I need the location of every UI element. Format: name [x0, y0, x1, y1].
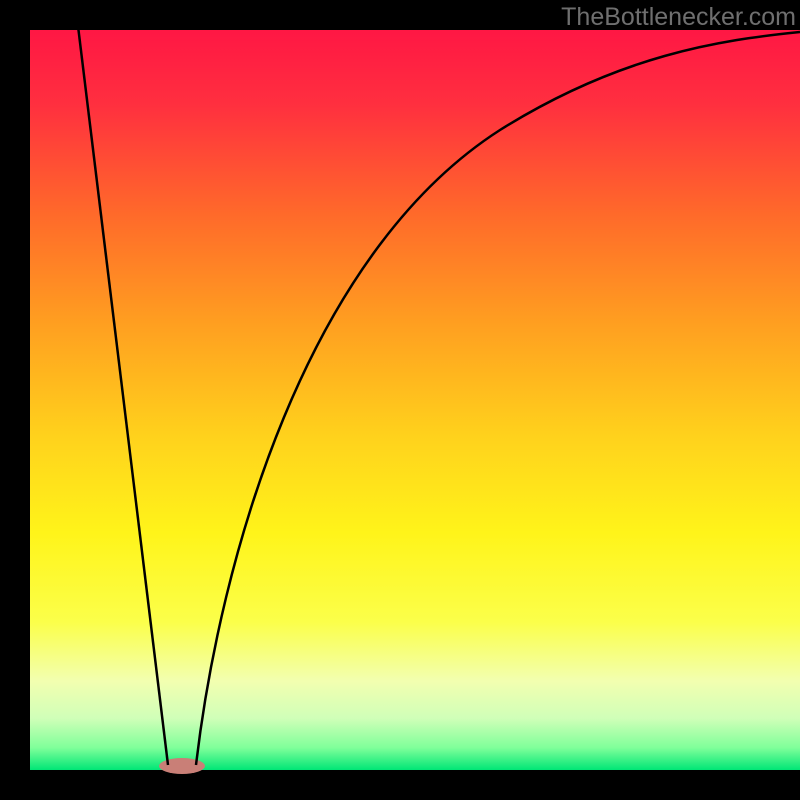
curve-left-line [78, 26, 168, 765]
chart-curves [0, 0, 800, 800]
curve-right-arc [196, 32, 800, 765]
optimal-marker [159, 758, 205, 774]
chart-container: TheBottlenecker.com [0, 0, 800, 800]
watermark-text: TheBottlenecker.com [561, 3, 796, 32]
